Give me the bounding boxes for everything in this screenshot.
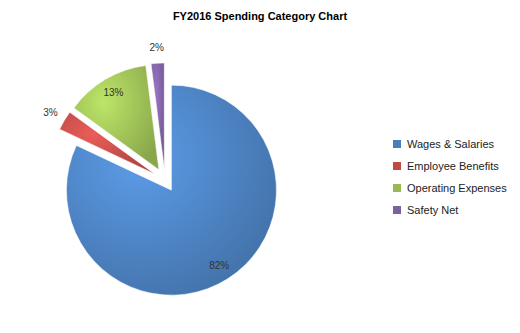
title: FY2016 Spending Category Chart — [173, 10, 348, 22]
legend-swatch — [393, 140, 401, 148]
data-label: 82% — [209, 260, 229, 271]
pie-slice — [151, 63, 164, 168]
pie: 82% 3% 13% 2% — [43, 42, 276, 295]
legend-swatch — [393, 206, 401, 214]
pie-slice — [74, 65, 159, 169]
legend-label: Employee Benefits — [407, 160, 499, 172]
data-label: 2% — [149, 42, 164, 53]
chart: FY2016 Spending Category Chart 82% 3% 13% 2%… — [0, 0, 520, 333]
legend-label: Safety Net — [407, 204, 458, 216]
legend-swatch — [393, 162, 401, 170]
legend-label: Operating Expenses — [407, 182, 507, 194]
data-label: 13% — [103, 87, 123, 98]
legend-label: Wages & Salaries — [407, 138, 495, 150]
legend: Wages & Salaries Employee Benefits Operati… — [393, 138, 507, 216]
legend-swatch — [393, 184, 401, 192]
data-label: 3% — [43, 107, 58, 118]
